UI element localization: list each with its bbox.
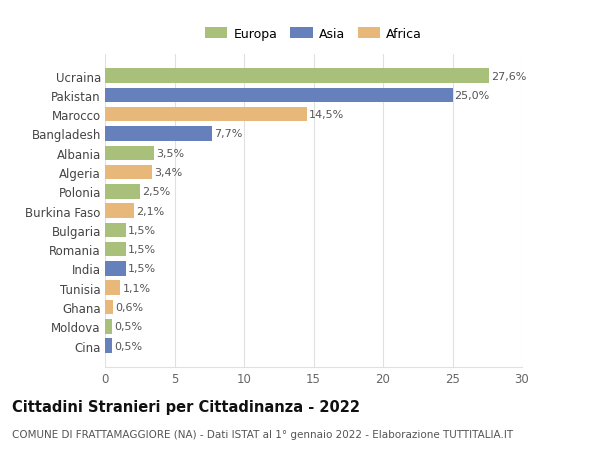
Text: 2,1%: 2,1% — [136, 206, 164, 216]
Bar — [105, 108, 307, 122]
Bar — [105, 127, 212, 141]
Bar — [105, 146, 154, 161]
Text: 1,5%: 1,5% — [128, 225, 156, 235]
Bar — [105, 69, 488, 84]
Text: 3,5%: 3,5% — [156, 148, 184, 158]
Text: 0,6%: 0,6% — [115, 302, 143, 312]
Bar — [105, 165, 152, 180]
Text: 3,4%: 3,4% — [154, 168, 182, 178]
Bar — [105, 262, 126, 276]
Text: 25,0%: 25,0% — [455, 91, 490, 101]
Bar — [105, 89, 452, 103]
Bar — [105, 319, 112, 334]
Text: 0,5%: 0,5% — [114, 322, 142, 331]
Text: 2,5%: 2,5% — [142, 187, 170, 197]
Text: 1,1%: 1,1% — [122, 283, 151, 293]
Text: 1,5%: 1,5% — [128, 245, 156, 255]
Text: 7,7%: 7,7% — [214, 129, 242, 139]
Text: 27,6%: 27,6% — [491, 72, 526, 81]
Bar — [105, 242, 126, 257]
Bar — [105, 281, 120, 295]
Bar — [105, 300, 113, 314]
Bar — [105, 204, 134, 218]
Text: Cittadini Stranieri per Cittadinanza - 2022: Cittadini Stranieri per Cittadinanza - 2… — [12, 399, 360, 414]
Legend: Europa, Asia, Africa: Europa, Asia, Africa — [200, 23, 427, 46]
Bar — [105, 223, 126, 238]
Text: 1,5%: 1,5% — [128, 264, 156, 274]
Bar — [105, 339, 112, 353]
Text: 0,5%: 0,5% — [114, 341, 142, 351]
Text: COMUNE DI FRATTAMAGGIORE (NA) - Dati ISTAT al 1° gennaio 2022 - Elaborazione TUT: COMUNE DI FRATTAMAGGIORE (NA) - Dati IST… — [12, 429, 513, 439]
Text: 14,5%: 14,5% — [308, 110, 344, 120]
Bar — [105, 185, 140, 199]
